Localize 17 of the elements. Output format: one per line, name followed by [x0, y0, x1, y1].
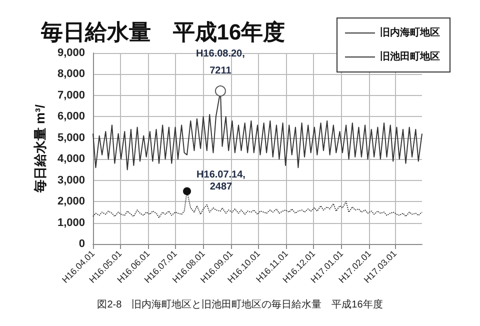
y-axis-title: 毎日給水量 m³/: [32, 104, 48, 194]
annotation: H16.07.14, 2487: [196, 170, 246, 193]
caption: 図2-8 旧内海町地区と旧池田町地区の毎日給水量 平成16年度: [97, 298, 383, 310]
y-tick-label: 3,000: [57, 174, 85, 186]
y-tick-label: 2,000: [57, 196, 85, 208]
y-tick-label: 8,000: [57, 68, 85, 80]
y-tick-label: 0: [78, 238, 85, 250]
y-tick-label: 9,000: [57, 47, 85, 59]
y-tick-label: 1,000: [57, 216, 85, 229]
y-tick-label: 6,000: [57, 110, 85, 123]
legend-label: 旧内海町地区: [380, 26, 440, 38]
chart-title: 毎日給水量 平成16年度: [40, 20, 286, 44]
annotation: H16.08.20, 7211: [196, 48, 246, 76]
legend-label: 旧池田町地区: [380, 50, 440, 62]
y-tick-label: 5,000: [57, 132, 85, 144]
y-tick-label: 7,000: [57, 89, 85, 102]
y-tick-label: 4,000: [57, 153, 85, 166]
